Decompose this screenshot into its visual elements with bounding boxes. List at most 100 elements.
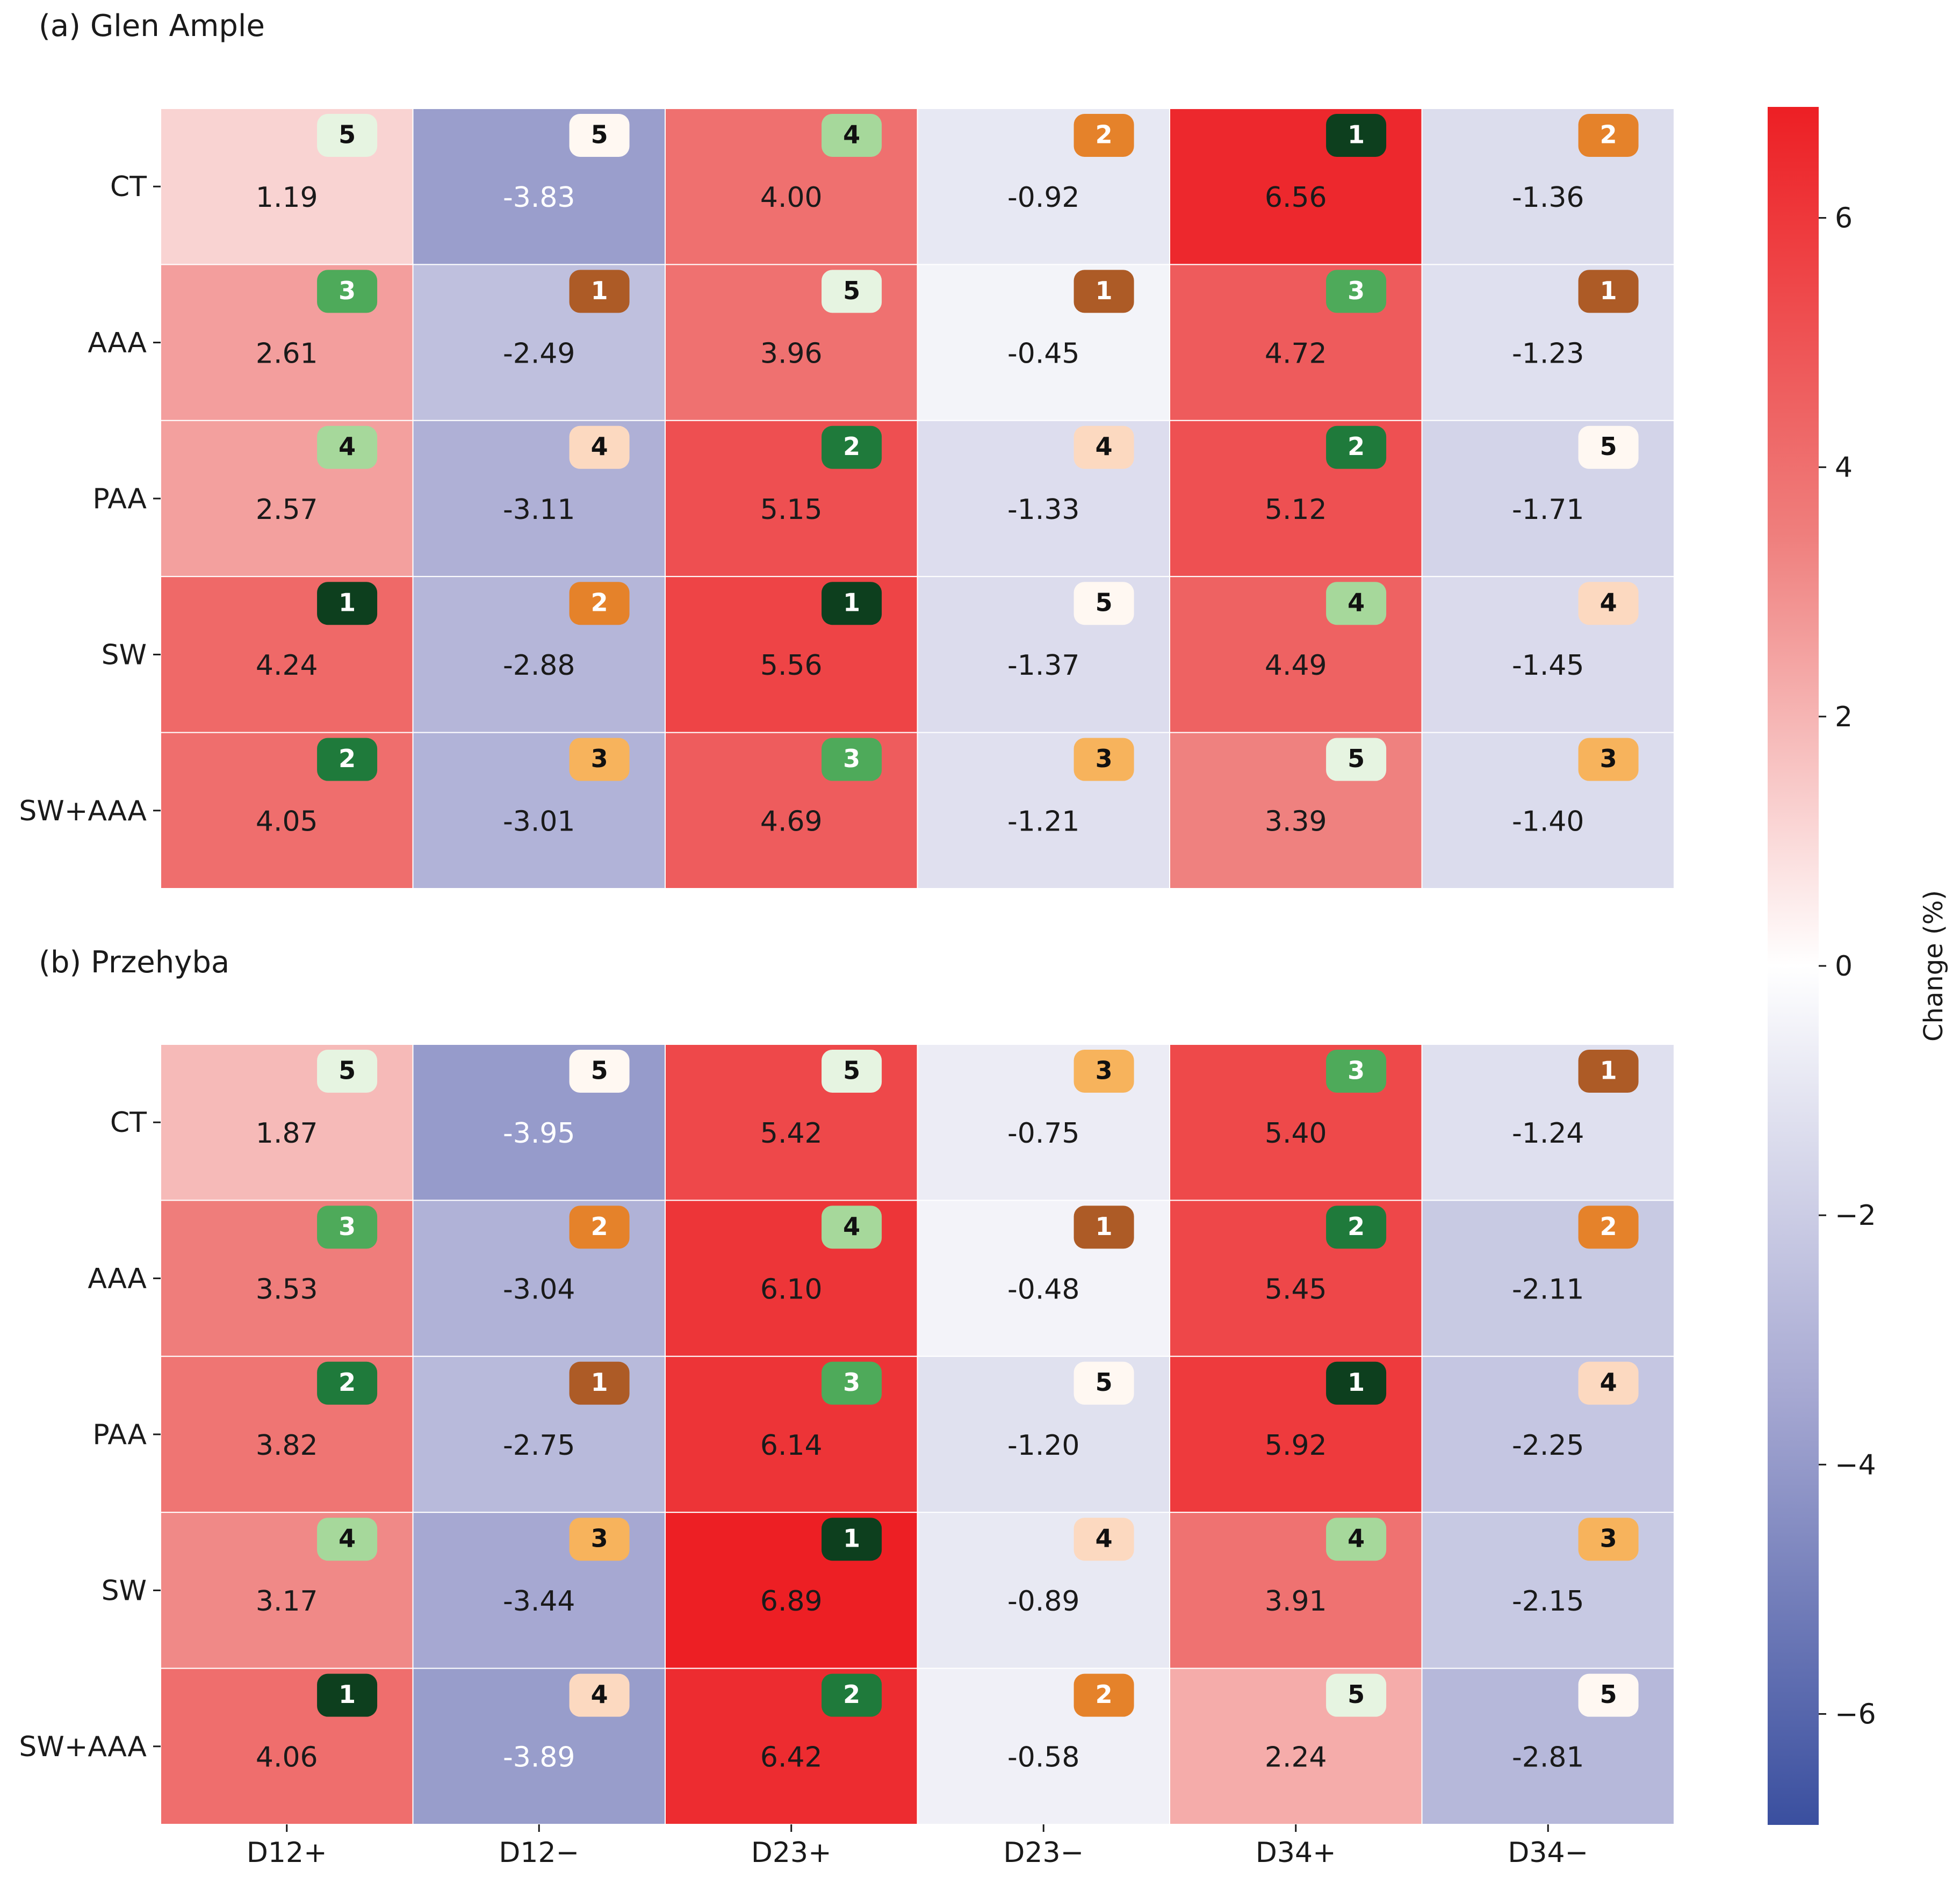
cell-value-label: 6.10 <box>760 1273 823 1305</box>
rank-badge-label: 5 <box>1347 1680 1365 1709</box>
rank-badge-label: 5 <box>1600 432 1617 461</box>
rank-badge <box>1578 582 1639 625</box>
rank-badge <box>317 738 378 781</box>
rank-badge-label: 5 <box>591 1056 608 1085</box>
cell-value-label: -0.45 <box>1007 337 1080 370</box>
rank-badge <box>822 114 882 157</box>
cell-value-label: -1.36 <box>1512 182 1584 214</box>
rank-badge-label: 3 <box>1347 276 1365 305</box>
cell-value-label: 5.40 <box>1265 1117 1327 1150</box>
rank-badge <box>1326 425 1387 469</box>
cell-value-label: -2.75 <box>503 1430 575 1462</box>
rank-badge <box>1578 738 1639 781</box>
cell-value-label: -3.89 <box>503 1742 575 1774</box>
cell-value-label: 4.72 <box>1265 337 1327 370</box>
rank-badge-label: 3 <box>1600 1524 1617 1553</box>
cell-value-label: 5.45 <box>1265 1273 1327 1305</box>
rank-badge <box>569 738 630 781</box>
column-label: D12− <box>499 1837 579 1869</box>
rank-badge <box>317 425 378 469</box>
rank-badge <box>1073 582 1134 625</box>
rank-badge <box>1073 1050 1134 1093</box>
rank-badge-label: 1 <box>1600 1056 1617 1085</box>
cell-value-label: 6.42 <box>760 1742 823 1774</box>
rank-badge-label: 3 <box>1347 1056 1365 1085</box>
cell-value-label: 3.39 <box>1265 806 1327 838</box>
rank-badge <box>1578 1361 1639 1405</box>
cell-value-label: 3.91 <box>1265 1585 1327 1618</box>
rank-badge-label: 4 <box>1600 1368 1617 1397</box>
cell-value-label: 6.56 <box>1265 182 1327 214</box>
cell-value-label: -0.58 <box>1007 1742 1080 1774</box>
rank-badge-label: 3 <box>591 1524 608 1553</box>
rank-badge <box>569 1673 630 1717</box>
cell-value-label: 4.00 <box>760 182 823 214</box>
rank-badge <box>1578 1518 1639 1561</box>
rank-badge-label: 4 <box>1096 432 1113 461</box>
cell-value-label: 5.92 <box>1265 1430 1327 1462</box>
rank-badge <box>1578 114 1639 157</box>
colorbar-tick-label: −4 <box>1835 1449 1876 1481</box>
rank-badge <box>1326 1206 1387 1249</box>
rank-badge-label: 5 <box>591 120 608 149</box>
rank-badge-label: 3 <box>1096 1056 1113 1085</box>
rank-badge-label: 1 <box>591 1368 608 1397</box>
rank-badge <box>317 270 378 313</box>
rank-badge-label: 4 <box>591 432 608 461</box>
rank-badge-label: 1 <box>591 276 608 305</box>
rank-badge <box>1326 1673 1387 1717</box>
rank-badge <box>569 1050 630 1093</box>
rank-badge <box>1326 1050 1387 1093</box>
rank-badge-label: 2 <box>591 1212 608 1241</box>
cell-value-label: 3.17 <box>256 1585 318 1618</box>
rank-badge <box>1073 1361 1134 1405</box>
cell-value-label: 5.42 <box>760 1117 823 1150</box>
rank-badge <box>317 1673 378 1717</box>
cell-value-label: -0.48 <box>1007 1273 1080 1305</box>
rank-badge-label: 3 <box>843 1368 860 1397</box>
row-label: SW+AAA <box>19 795 147 827</box>
rank-badge-label: 5 <box>338 1056 356 1085</box>
rank-badge <box>1326 1518 1387 1561</box>
rank-badge <box>822 738 882 781</box>
rank-badge-label: 1 <box>843 588 860 617</box>
rank-badge-label: 4 <box>338 432 356 461</box>
cell-value-label: -3.01 <box>503 806 575 838</box>
colorbar: 6 4 2 0 −2 −4 −6 <box>1768 107 1876 1825</box>
cell-value-label: 5.12 <box>1265 494 1327 526</box>
rank-badge <box>569 425 630 469</box>
cell-value-label: 3.96 <box>760 337 823 370</box>
cell-value-label: -1.40 <box>1512 806 1584 838</box>
rank-badge <box>822 425 882 469</box>
row-label: CT <box>110 1107 147 1139</box>
rank-badge-label: 4 <box>338 1524 356 1553</box>
cell-value-label: 3.53 <box>256 1273 318 1305</box>
rank-badge <box>569 1206 630 1249</box>
cell-value-label: -3.04 <box>503 1273 575 1305</box>
rank-badge-label: 5 <box>843 1056 860 1085</box>
cell-value-label: -2.88 <box>503 649 575 682</box>
rank-badge-label: 4 <box>843 120 860 149</box>
panel-b-title: (b) Przehyba <box>39 945 229 980</box>
cell-value-label: 4.49 <box>1265 649 1327 682</box>
cell-value-label: -2.81 <box>1512 1742 1584 1774</box>
rank-badge-label: 1 <box>843 1524 860 1553</box>
cell-value-label: -1.37 <box>1007 649 1080 682</box>
rank-badge-label: 1 <box>338 1680 356 1709</box>
colorbar-gradient <box>1768 107 1819 1825</box>
rank-badge-label: 4 <box>591 1680 608 1709</box>
rank-badge-label: 1 <box>338 588 356 617</box>
row-label: SW <box>102 1575 147 1607</box>
cell-value-label: -2.25 <box>1512 1430 1584 1462</box>
rank-badge-label: 4 <box>1347 588 1365 617</box>
rank-badge <box>822 1673 882 1717</box>
rank-badge-label: 5 <box>1600 1680 1617 1709</box>
rank-badge-label: 3 <box>843 744 860 773</box>
column-label: D12+ <box>247 1837 327 1869</box>
rank-badge-label: 1 <box>1096 1212 1113 1241</box>
cell-value-label: 4.05 <box>256 806 318 838</box>
rank-badge <box>1073 738 1134 781</box>
rank-badge <box>1326 738 1387 781</box>
rank-badge <box>822 1050 882 1093</box>
